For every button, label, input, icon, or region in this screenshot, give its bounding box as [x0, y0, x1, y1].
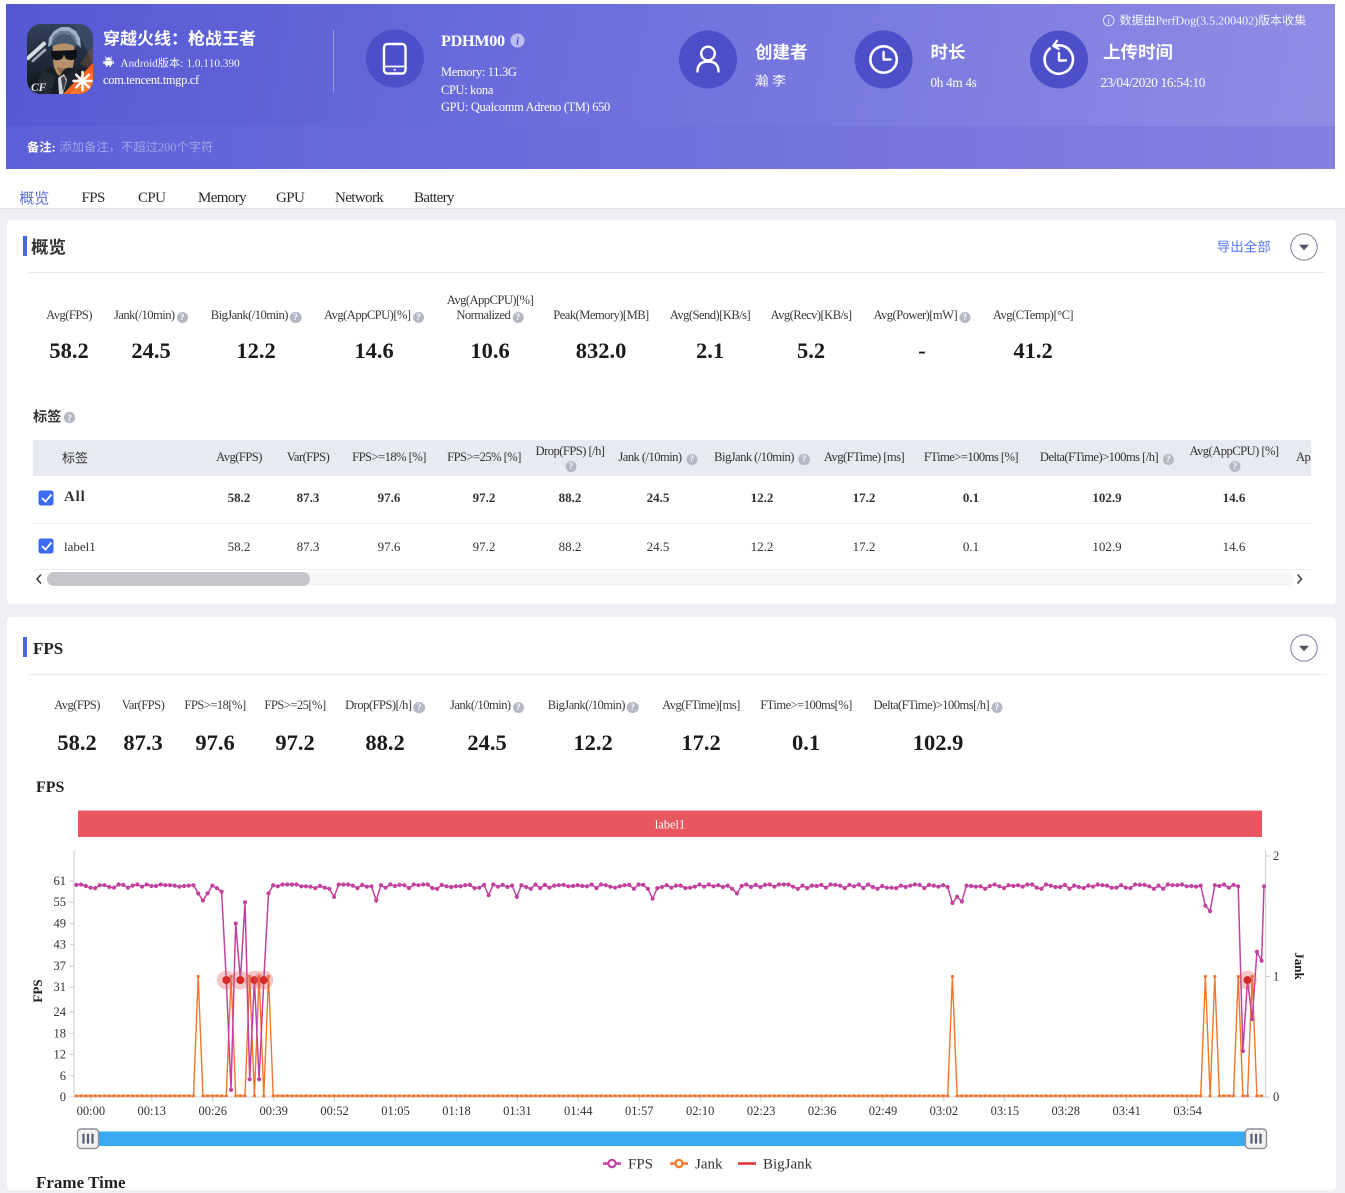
- svg-text:00:26: 00:26: [199, 1104, 227, 1118]
- svg-text:i: i: [1107, 17, 1110, 27]
- svg-text:00:00: 00:00: [77, 1104, 105, 1118]
- svg-text:CF: CF: [31, 82, 47, 94]
- svg-text:03:15: 03:15: [991, 1104, 1019, 1118]
- svg-text:Jank: Jank: [1292, 952, 1307, 980]
- svg-text:1: 1: [1273, 970, 1279, 984]
- svg-text:18: 18: [54, 1026, 67, 1040]
- svg-text:0: 0: [1273, 1090, 1279, 1104]
- svg-text:31: 31: [54, 980, 67, 994]
- svg-text:43: 43: [54, 938, 67, 952]
- svg-text:00:13: 00:13: [138, 1104, 166, 1118]
- svg-text:0: 0: [60, 1090, 66, 1104]
- svg-text:00:39: 00:39: [259, 1104, 287, 1118]
- svg-text:03:41: 03:41: [1112, 1104, 1140, 1118]
- svg-text:label1: label1: [655, 818, 686, 832]
- svg-text:00:52: 00:52: [320, 1104, 348, 1118]
- svg-text:01:31: 01:31: [503, 1104, 531, 1118]
- svg-text:03:54: 03:54: [1173, 1104, 1202, 1118]
- svg-text:?: ?: [67, 414, 72, 424]
- svg-text:55: 55: [54, 895, 67, 909]
- svg-text:i: i: [516, 36, 520, 48]
- svg-text:01:05: 01:05: [381, 1104, 409, 1118]
- svg-text:02:23: 02:23: [747, 1104, 775, 1118]
- svg-text:02:10: 02:10: [686, 1104, 714, 1118]
- svg-text:01:44: 01:44: [564, 1104, 593, 1118]
- svg-text:01:18: 01:18: [442, 1104, 470, 1118]
- svg-text:01:57: 01:57: [625, 1104, 653, 1118]
- svg-text:03:28: 03:28: [1052, 1104, 1080, 1118]
- svg-text:49: 49: [54, 917, 67, 931]
- svg-text:6: 6: [60, 1069, 66, 1083]
- svg-text:61: 61: [54, 874, 67, 888]
- svg-text:12: 12: [54, 1048, 67, 1062]
- svg-text:2: 2: [1273, 849, 1279, 863]
- svg-text:37: 37: [54, 959, 67, 973]
- svg-text:03:02: 03:02: [930, 1104, 958, 1118]
- svg-text:02:36: 02:36: [808, 1104, 836, 1118]
- svg-text:24: 24: [54, 1005, 67, 1019]
- svg-text:FPS: FPS: [30, 979, 45, 1002]
- svg-text:Jank: Jank: [695, 1157, 723, 1173]
- svg-text:02:49: 02:49: [869, 1104, 897, 1118]
- svg-text:FPS: FPS: [628, 1157, 653, 1173]
- svg-text:BigJank: BigJank: [763, 1157, 813, 1173]
